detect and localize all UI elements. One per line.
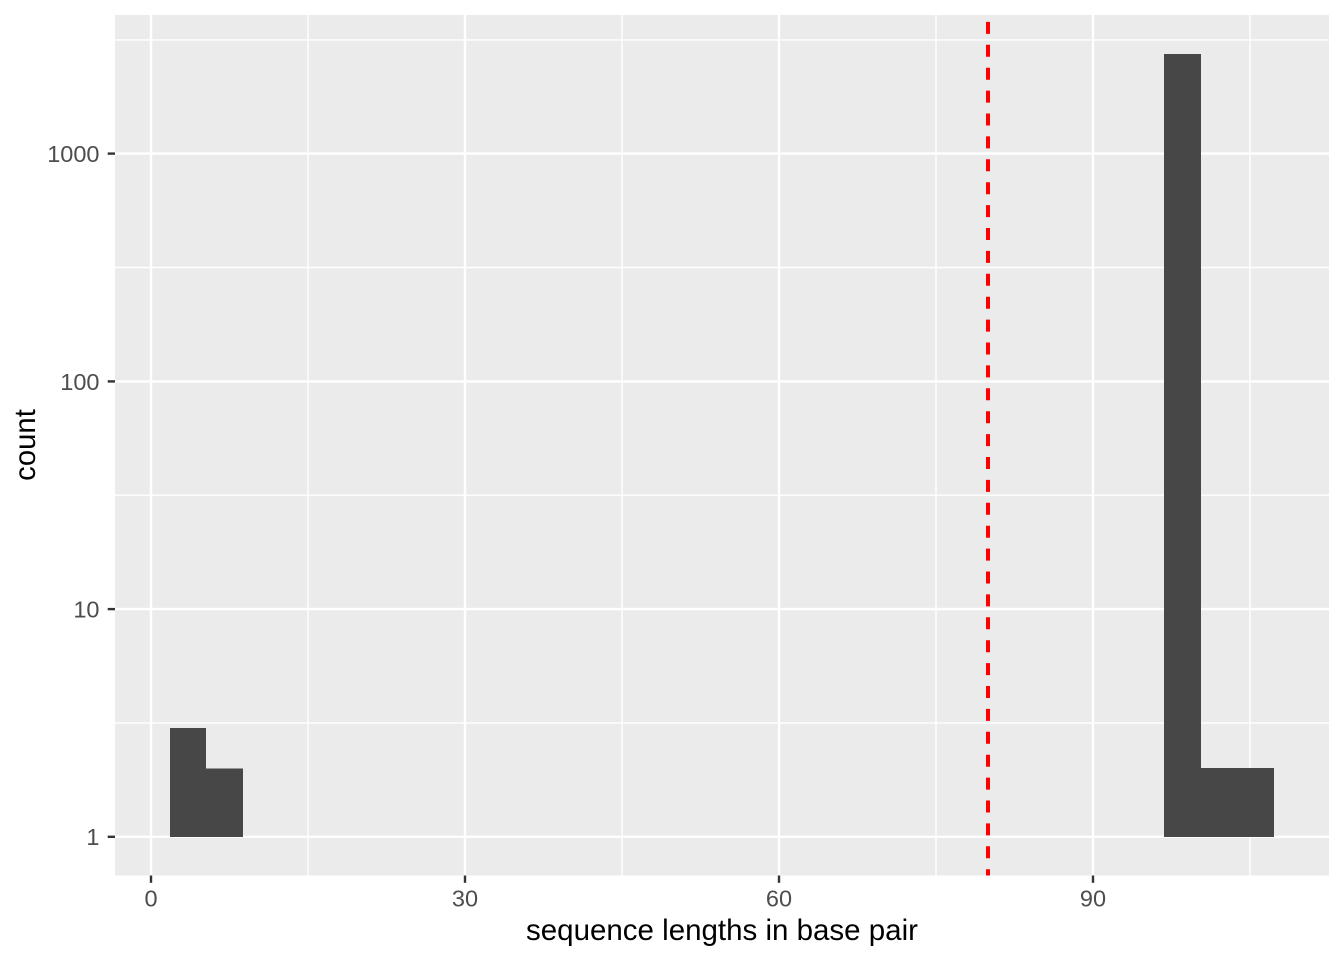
svg-text:100: 100 [60, 369, 99, 395]
svg-text:0: 0 [144, 885, 157, 911]
svg-text:30: 30 [452, 885, 478, 911]
svg-text:count: count [9, 409, 42, 481]
svg-text:60: 60 [766, 885, 792, 911]
svg-text:1: 1 [86, 824, 99, 850]
svg-text:90: 90 [1080, 885, 1106, 911]
svg-text:10: 10 [73, 597, 99, 623]
svg-text:sequence lengths in base pair: sequence lengths in base pair [526, 914, 918, 947]
svg-text:1000: 1000 [47, 141, 99, 167]
